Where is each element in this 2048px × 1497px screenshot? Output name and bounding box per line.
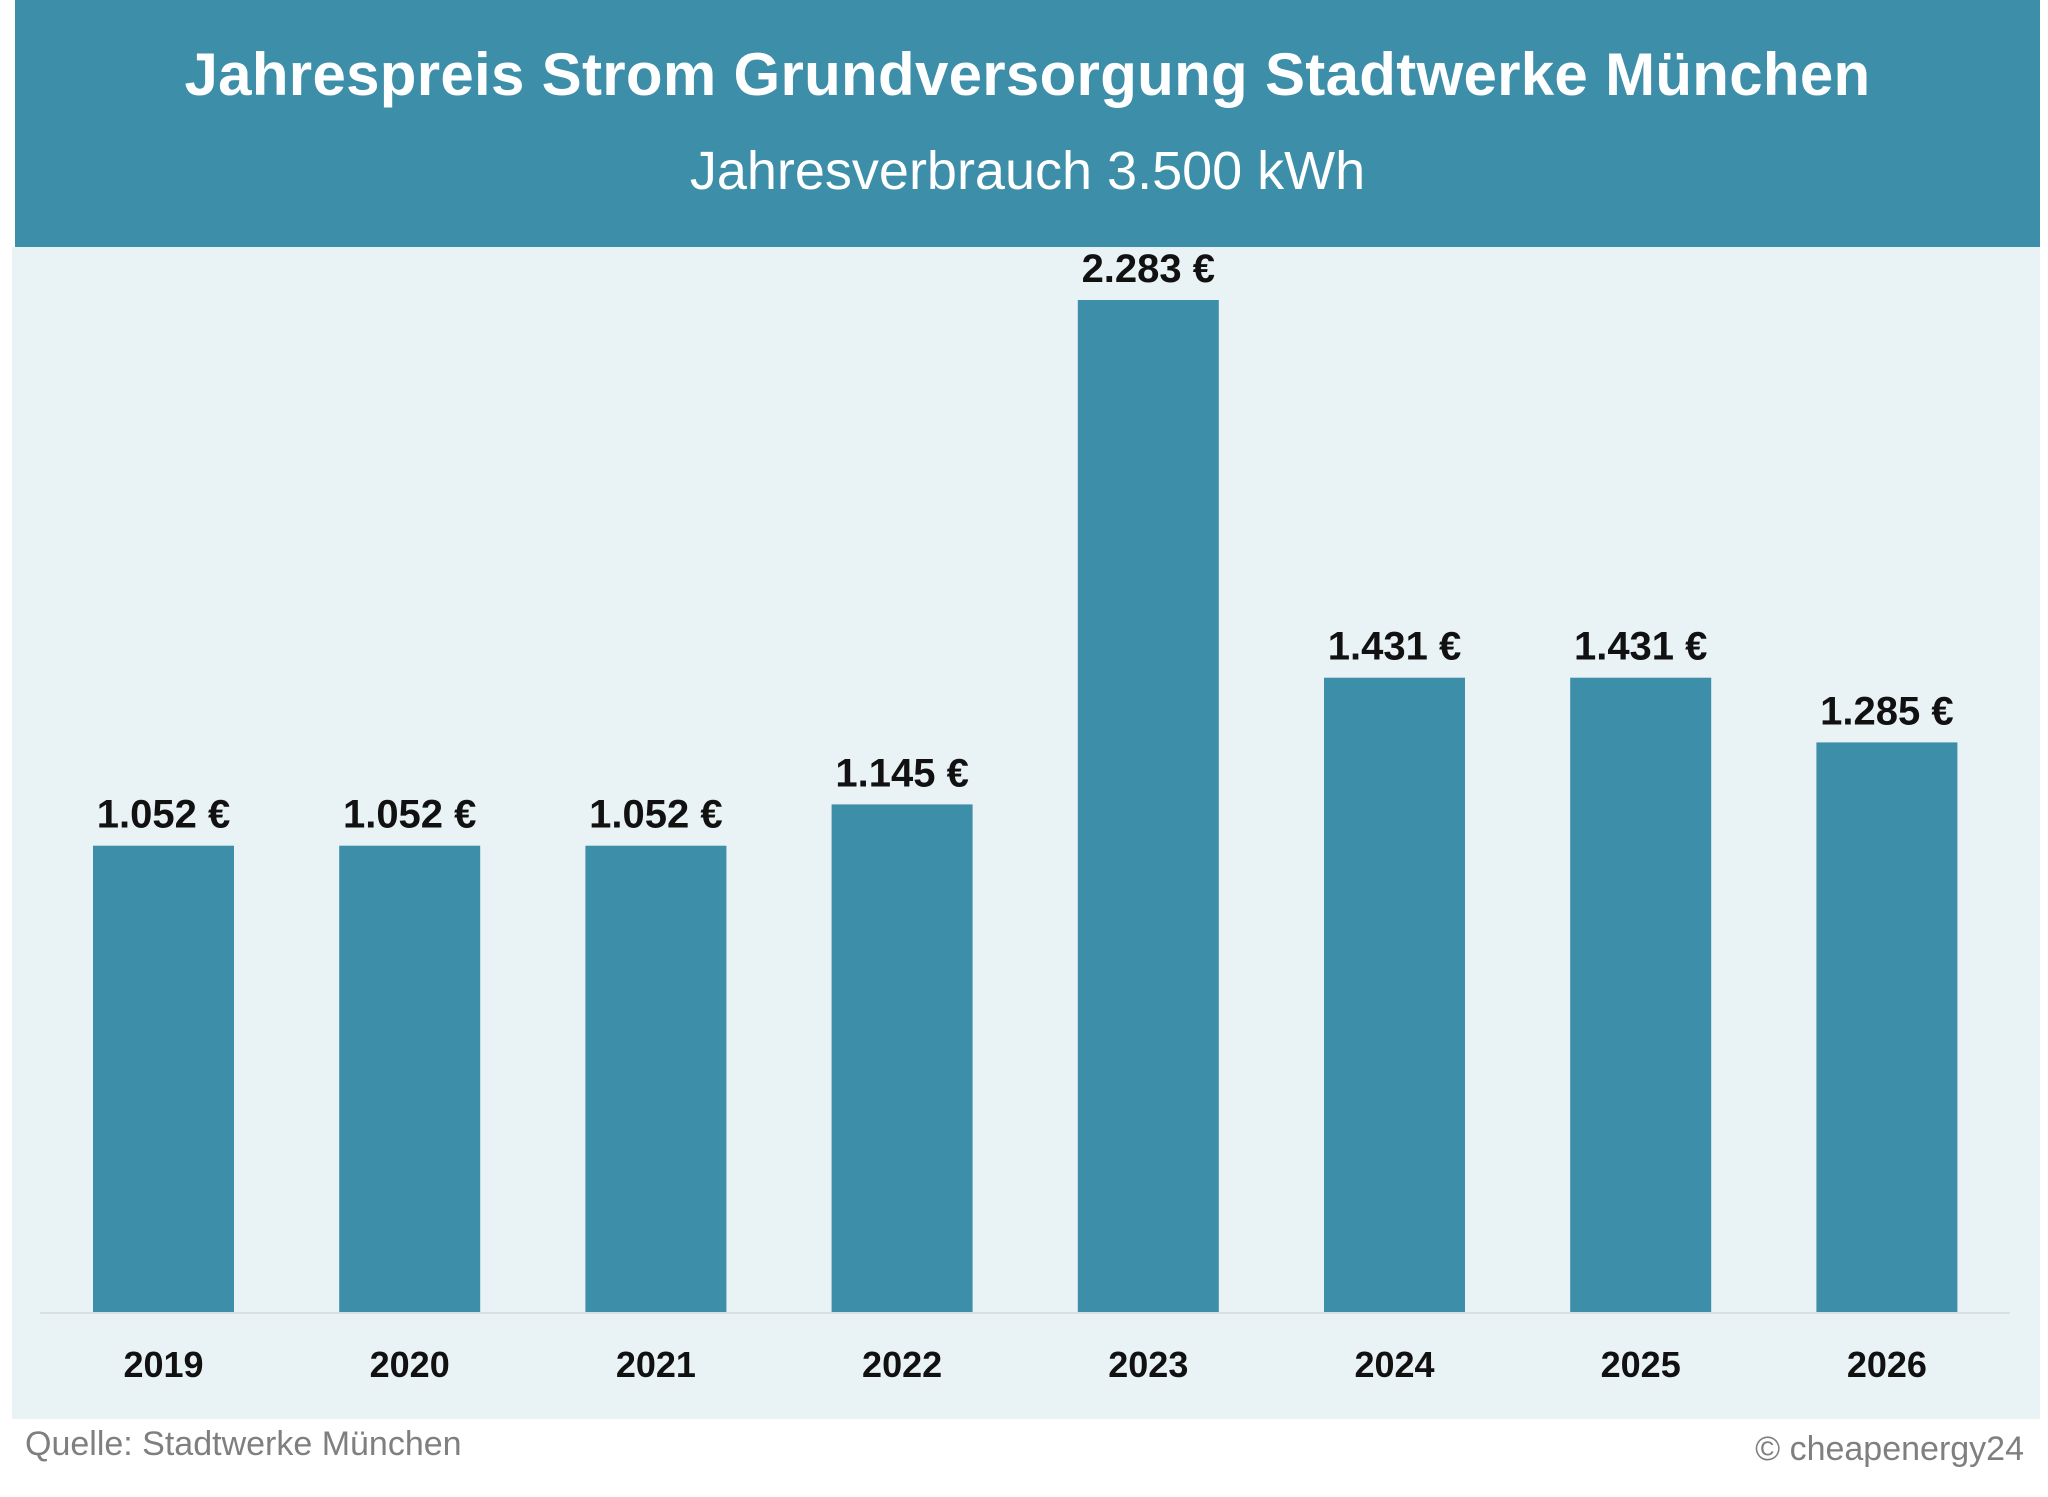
data-label-2021: 1.052 € bbox=[589, 793, 722, 837]
data-label-2025: 1.431 € bbox=[1574, 625, 1707, 669]
data-label-2019: 1.052 € bbox=[97, 793, 230, 837]
source-note: Quelle: Stadtwerke München bbox=[25, 1425, 462, 1463]
bar-2020 bbox=[339, 845, 481, 1312]
bar-2021 bbox=[585, 845, 727, 1312]
bar-2023 bbox=[1077, 300, 1219, 1312]
x-tick-label-2025: 2025 bbox=[1601, 1344, 1681, 1385]
x-tick-label-2019: 2019 bbox=[123, 1344, 203, 1385]
chart-subtitle: Jahresverbrauch 3.500 kWh bbox=[689, 141, 1366, 201]
chart-header: Jahrespreis Strom Grundversorgung Stadtw… bbox=[15, 0, 2040, 247]
bar-2019 bbox=[93, 845, 234, 1312]
x-tick-label-2026: 2026 bbox=[1847, 1344, 1927, 1385]
bar-2025 bbox=[1570, 677, 1712, 1312]
bar-2024 bbox=[1324, 677, 1465, 1312]
data-label-2024: 1.431 € bbox=[1328, 625, 1461, 669]
x-tick-label-2023: 2023 bbox=[1108, 1344, 1188, 1385]
data-label-2026: 1.285 € bbox=[1820, 689, 1953, 733]
data-label-2023: 2.283 € bbox=[1082, 247, 1215, 291]
bar-2022 bbox=[831, 804, 973, 1312]
x-tick-label-2021: 2021 bbox=[616, 1344, 696, 1385]
bar-2026 bbox=[1816, 742, 1958, 1312]
data-label-2020: 1.052 € bbox=[343, 793, 476, 837]
chart-title: Jahrespreis Strom Grundversorgung Stadtw… bbox=[184, 41, 1871, 108]
copyright-note: © cheapenergy24 bbox=[1755, 1430, 2024, 1468]
x-tick-label-2022: 2022 bbox=[862, 1344, 942, 1385]
x-tick-label-2024: 2024 bbox=[1354, 1344, 1434, 1385]
x-tick-label-2020: 2020 bbox=[370, 1344, 450, 1385]
data-label-2022: 1.145 € bbox=[835, 751, 968, 795]
